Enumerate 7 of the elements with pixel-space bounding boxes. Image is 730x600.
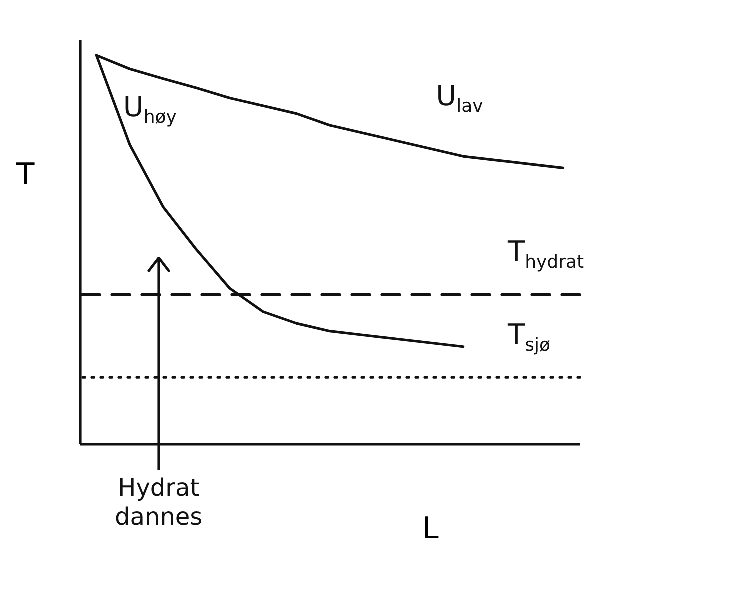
ref-line-label: T$_{hydrat}$ xyxy=(508,235,584,273)
y-axis-title: T xyxy=(15,158,36,192)
ref-line-label: T$_{sjø}$ xyxy=(508,318,551,356)
series-label: U$_{lav}$ xyxy=(436,80,484,118)
x-axis-title: L xyxy=(422,512,440,546)
text: Hydrat dannes xyxy=(114,474,204,532)
series-label: U$_{høy}$ xyxy=(123,90,177,128)
